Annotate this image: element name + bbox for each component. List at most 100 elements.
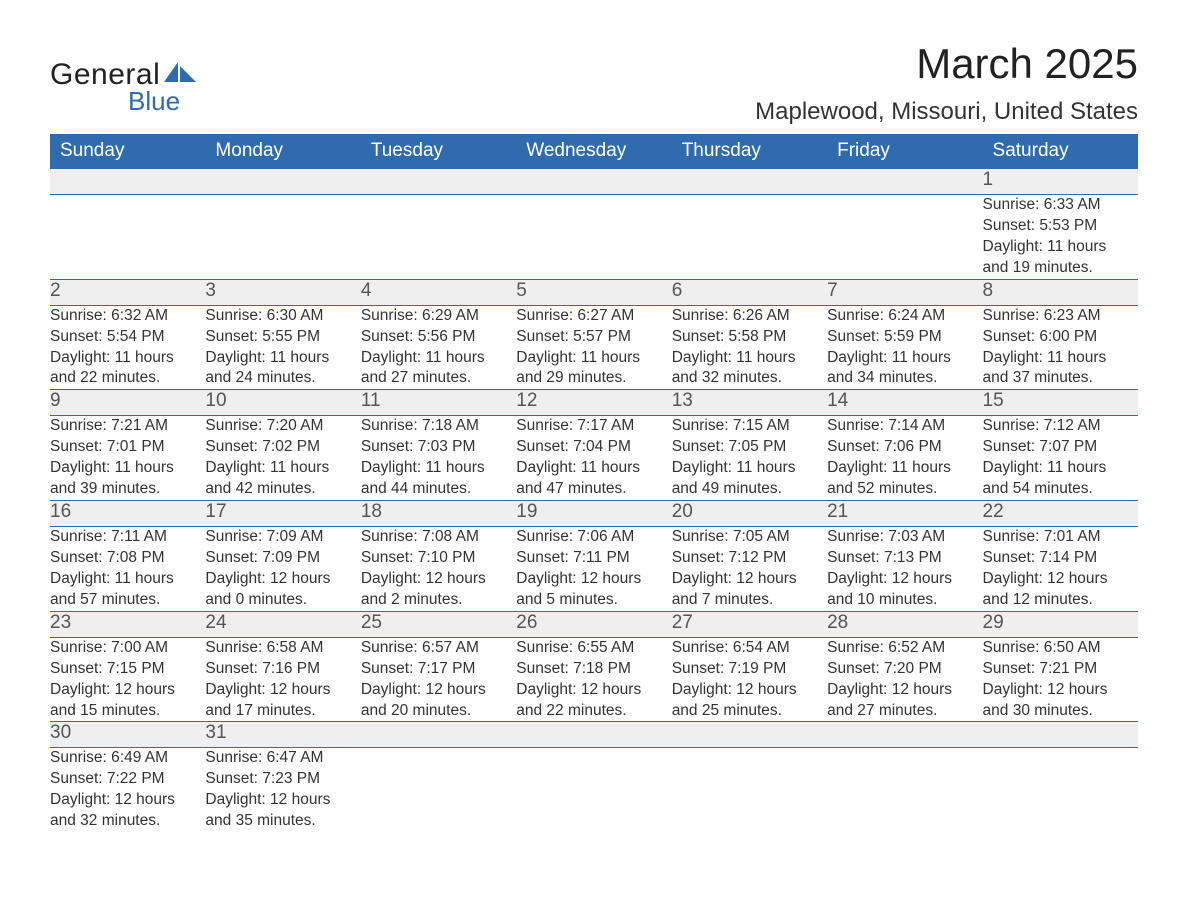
week-daynum-row: 9101112131415 xyxy=(50,390,1138,416)
day-header: Thursday xyxy=(672,134,827,169)
day-detail-line: Sunrise: 6:57 AM xyxy=(361,638,516,659)
week-daynum-row: 16171819202122 xyxy=(50,501,1138,527)
day-detail-line: and 24 minutes. xyxy=(205,368,360,389)
day-detail-line: Sunset: 7:22 PM xyxy=(50,769,205,790)
day-details: Sunrise: 7:21 AMSunset: 7:01 PMDaylight:… xyxy=(50,416,205,501)
logo-secondary-text: Blue xyxy=(128,86,180,117)
week-daynum-row: 23242526272829 xyxy=(50,611,1138,637)
day-detail-line: and 44 minutes. xyxy=(361,479,516,500)
week-detail-row: Sunrise: 6:33 AMSunset: 5:53 PMDaylight:… xyxy=(50,195,1138,280)
day-number: 3 xyxy=(205,279,360,305)
day-details xyxy=(50,195,205,280)
day-detail-line: and 22 minutes. xyxy=(50,368,205,389)
day-details xyxy=(361,195,516,280)
day-header-row: Sunday Monday Tuesday Wednesday Thursday… xyxy=(50,134,1138,169)
day-detail-line: Sunset: 7:10 PM xyxy=(361,548,516,569)
day-detail-line: and 5 minutes. xyxy=(516,590,671,611)
day-detail-line: Sunset: 5:58 PM xyxy=(672,327,827,348)
day-details: Sunrise: 7:08 AMSunset: 7:10 PMDaylight:… xyxy=(361,527,516,612)
day-detail-line: Sunset: 5:56 PM xyxy=(361,327,516,348)
week-detail-row: Sunrise: 6:32 AMSunset: 5:54 PM Daylight:… xyxy=(50,305,1138,390)
week-detail-row: Sunrise: 7:11 AMSunset: 7:08 PMDaylight:… xyxy=(50,527,1138,612)
day-detail-line: Sunset: 7:12 PM xyxy=(672,548,827,569)
day-details: Sunrise: 6:55 AMSunset: 7:18 PMDaylight:… xyxy=(516,637,671,722)
day-details: Sunrise: 6:27 AMSunset: 5:57 PMDaylight:… xyxy=(516,305,671,390)
day-number: 12 xyxy=(516,390,671,416)
day-detail-line: Sunset: 7:02 PM xyxy=(205,437,360,458)
day-number: 20 xyxy=(672,501,827,527)
day-detail-line: Daylight: 11 hours xyxy=(50,569,205,590)
day-number: 18 xyxy=(361,501,516,527)
day-detail-line: Sunrise: 7:09 AM xyxy=(205,527,360,548)
week-detail-row: Sunrise: 7:00 AMSunset: 7:15 PMDaylight:… xyxy=(50,637,1138,722)
day-details: Sunrise: 6:23 AMSunset: 6:00 PMDaylight:… xyxy=(983,305,1138,390)
day-number: 28 xyxy=(827,611,982,637)
day-detail-line: Daylight: 12 hours xyxy=(672,680,827,701)
day-detail-line: Daylight: 11 hours xyxy=(672,458,827,479)
day-detail-line: Sunset: 5:53 PM xyxy=(983,216,1138,237)
day-detail-line: Daylight: 11 hours xyxy=(983,237,1138,258)
day-number xyxy=(827,722,982,748)
day-number xyxy=(361,722,516,748)
day-details xyxy=(827,748,982,832)
day-number: 14 xyxy=(827,390,982,416)
day-detail-line: Sunset: 7:08 PM xyxy=(50,548,205,569)
day-details: Sunrise: 7:01 AMSunset: 7:14 PMDaylight:… xyxy=(983,527,1138,612)
day-detail-line: Sunrise: 6:54 AM xyxy=(672,638,827,659)
day-detail-line: Sunrise: 6:24 AM xyxy=(827,306,982,327)
day-details: Sunrise: 6:24 AMSunset: 5:59 PMDaylight:… xyxy=(827,305,982,390)
day-number xyxy=(672,169,827,195)
day-details: Sunrise: 7:14 AMSunset: 7:06 PMDaylight:… xyxy=(827,416,982,501)
day-details: Sunrise: 6:47 AMSunset: 7:23 PMDaylight:… xyxy=(205,748,360,832)
day-detail-line: Daylight: 11 hours xyxy=(827,458,982,479)
day-detail-line: Daylight: 12 hours xyxy=(205,790,360,811)
day-number xyxy=(516,722,671,748)
day-details: Sunrise: 7:03 AMSunset: 7:13 PMDaylight:… xyxy=(827,527,982,612)
day-detail-line: Sunset: 5:57 PM xyxy=(516,327,671,348)
day-detail-line: and 10 minutes. xyxy=(827,590,982,611)
day-details: Sunrise: 6:52 AMSunset: 7:20 PMDaylight:… xyxy=(827,637,982,722)
week-detail-row: Sunrise: 7:21 AMSunset: 7:01 PMDaylight:… xyxy=(50,416,1138,501)
day-detail-line: Daylight: 11 hours xyxy=(516,458,671,479)
day-detail-line: and 39 minutes. xyxy=(50,479,205,500)
day-details: Sunrise: 7:05 AMSunset: 7:12 PMDaylight:… xyxy=(672,527,827,612)
day-number xyxy=(672,722,827,748)
day-detail-line: Sunrise: 7:03 AM xyxy=(827,527,982,548)
day-detail-line: Daylight: 12 hours xyxy=(983,680,1138,701)
day-details: Sunrise: 7:18 AMSunset: 7:03 PMDaylight:… xyxy=(361,416,516,501)
day-detail-line: Sunset: 5:54 PM xyxy=(50,327,205,348)
day-detail-line: Sunrise: 7:05 AM xyxy=(672,527,827,548)
day-number: 26 xyxy=(516,611,671,637)
day-detail-line: and 17 minutes. xyxy=(205,701,360,722)
day-details xyxy=(361,748,516,832)
day-detail-line: and 7 minutes. xyxy=(672,590,827,611)
day-detail-line: Daylight: 11 hours xyxy=(361,348,516,369)
day-detail-line: Sunset: 5:55 PM xyxy=(205,327,360,348)
day-detail-line: and 27 minutes. xyxy=(361,368,516,389)
header: General Blue March 2025 Maplewood, Misso… xyxy=(50,40,1138,126)
day-detail-line: Sunset: 7:17 PM xyxy=(361,659,516,680)
day-detail-line: Sunrise: 7:00 AM xyxy=(50,638,205,659)
day-detail-line: Sunrise: 7:11 AM xyxy=(50,527,205,548)
day-detail-line: Daylight: 12 hours xyxy=(361,569,516,590)
day-detail-line: and 27 minutes. xyxy=(827,701,982,722)
day-detail-line: Sunrise: 6:52 AM xyxy=(827,638,982,659)
day-details: Sunrise: 7:12 AMSunset: 7:07 PMDaylight:… xyxy=(983,416,1138,501)
day-details: Sunrise: 6:30 AMSunset: 5:55 PMDaylight:… xyxy=(205,305,360,390)
day-details: Sunrise: 6:58 AMSunset: 7:16 PMDaylight:… xyxy=(205,637,360,722)
month-title: March 2025 xyxy=(755,40,1138,88)
day-detail-line: Sunset: 7:16 PM xyxy=(205,659,360,680)
day-number: 23 xyxy=(50,611,205,637)
day-detail-line: Sunrise: 6:32 AM xyxy=(50,306,205,327)
day-detail-line: Sunset: 7:23 PM xyxy=(205,769,360,790)
day-detail-line: Daylight: 12 hours xyxy=(983,569,1138,590)
day-number: 5 xyxy=(516,279,671,305)
week-daynum-row: 1 xyxy=(50,169,1138,195)
day-details: Sunrise: 7:09 AMSunset: 7:09 PMDaylight:… xyxy=(205,527,360,612)
day-number: 13 xyxy=(672,390,827,416)
day-detail-line: Sunrise: 6:49 AM xyxy=(50,748,205,769)
day-detail-line: and 47 minutes. xyxy=(516,479,671,500)
day-detail-line: Sunrise: 6:26 AM xyxy=(672,306,827,327)
day-detail-line: Sunset: 7:11 PM xyxy=(516,548,671,569)
day-number: 30 xyxy=(50,722,205,748)
